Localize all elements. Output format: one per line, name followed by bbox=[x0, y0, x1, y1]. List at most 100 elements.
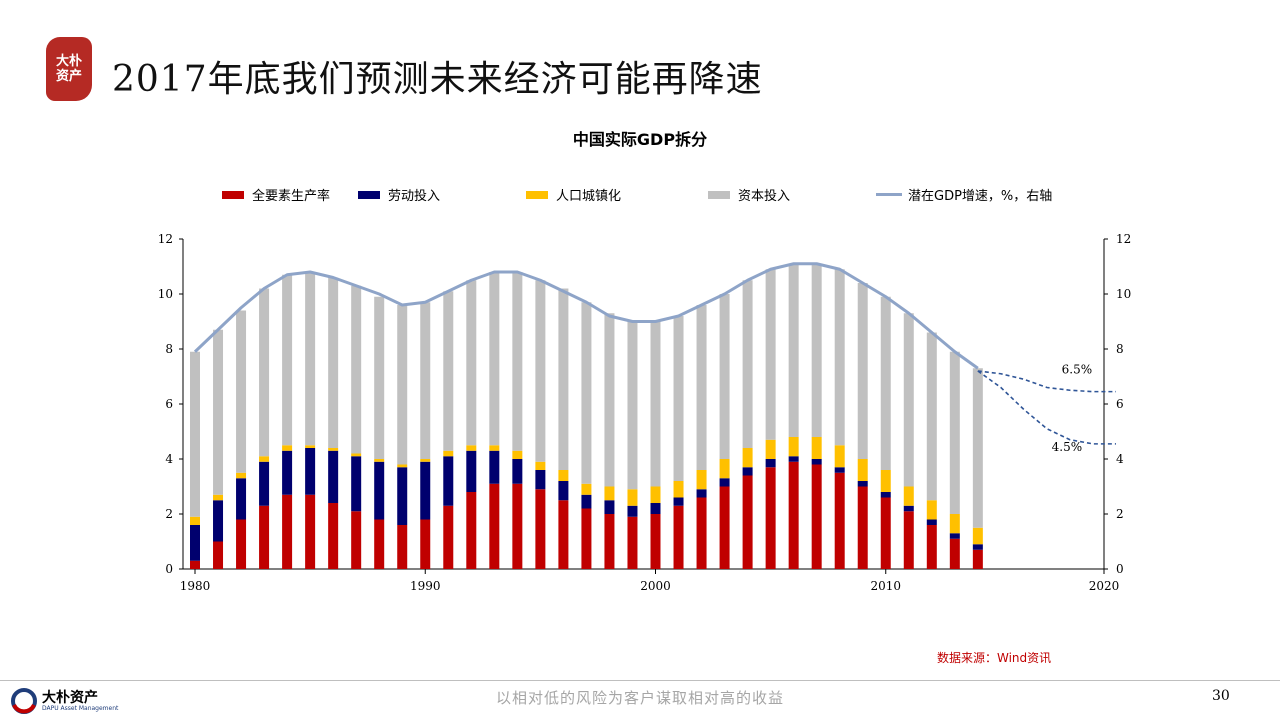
forecast-line-1 bbox=[977, 370, 1116, 393]
bar-tfp-1998 bbox=[604, 514, 615, 569]
x-tick-label: 2020 bbox=[1089, 579, 1120, 593]
bar-tfp-2006 bbox=[788, 461, 799, 569]
y-tick-label-right: 10 bbox=[1116, 287, 1131, 301]
bar-capital-1997 bbox=[581, 302, 592, 484]
bar-tfp-2003 bbox=[719, 486, 730, 569]
bar-urban-1983 bbox=[259, 456, 270, 462]
footer-company-name: 大朴资产 bbox=[42, 690, 98, 706]
bar-capital-1982 bbox=[236, 310, 247, 473]
bar-labor-1984 bbox=[282, 450, 293, 495]
bar-capital-2014 bbox=[972, 368, 983, 528]
legend-line-potential bbox=[876, 193, 902, 196]
bar-urban-2000 bbox=[650, 486, 661, 503]
bar-urban-1993 bbox=[489, 445, 500, 451]
bar-labor-2012 bbox=[926, 519, 937, 525]
y-tick-label-left: 10 bbox=[158, 287, 173, 301]
bar-tfp-1980 bbox=[190, 560, 200, 569]
bar-urban-2014 bbox=[972, 527, 983, 545]
bar-capital-2010 bbox=[880, 296, 891, 470]
bar-tfp-1989 bbox=[397, 525, 408, 569]
bar-labor-1987 bbox=[351, 456, 362, 512]
bar-urban-2004 bbox=[742, 448, 753, 468]
y-tick-label-left: 8 bbox=[165, 342, 173, 356]
bar-capital-1981 bbox=[213, 329, 224, 495]
bar-labor-2009 bbox=[857, 481, 868, 487]
bar-capital-1989 bbox=[397, 305, 408, 465]
bar-capital-2012 bbox=[926, 332, 937, 501]
bar-labor-2014 bbox=[972, 544, 983, 550]
bar-tfp-1997 bbox=[581, 508, 592, 569]
bar-tfp-1983 bbox=[259, 505, 270, 569]
bar-capital-2013 bbox=[949, 351, 960, 514]
bar-labor-2008 bbox=[834, 467, 845, 473]
bar-capital-2002 bbox=[696, 305, 707, 470]
bar-labor-1988 bbox=[374, 461, 385, 520]
bar-urban-1987 bbox=[351, 453, 362, 457]
bar-capital-2005 bbox=[765, 269, 776, 440]
company-logo-seal: 大朴 资产 bbox=[46, 37, 92, 101]
legend-swatch-capital bbox=[708, 190, 730, 199]
bar-urban-2009 bbox=[857, 459, 868, 481]
bar-capital-1999 bbox=[627, 321, 638, 490]
bar-capital-2000 bbox=[650, 321, 661, 487]
x-tick-label: 1980 bbox=[180, 579, 211, 593]
bar-tfp-1986 bbox=[328, 503, 339, 569]
bar-urban-1992 bbox=[466, 445, 477, 451]
bar-tfp-2013 bbox=[949, 538, 960, 569]
y-tick-label-right: 6 bbox=[1116, 397, 1124, 411]
x-tick-label: 1990 bbox=[410, 579, 441, 593]
y-tick-label-left: 0 bbox=[165, 562, 173, 576]
y-tick-label-right: 2 bbox=[1116, 507, 1124, 521]
bar-tfp-2007 bbox=[811, 464, 822, 569]
bar-capital-1990 bbox=[420, 302, 431, 459]
legend-label-labor: 劳动投入 bbox=[388, 189, 441, 204]
bar-labor-2010 bbox=[880, 492, 891, 498]
logo-text-bottom: 资产 bbox=[55, 69, 82, 84]
y-tick-label-left: 2 bbox=[165, 507, 173, 521]
bar-urban-2003 bbox=[719, 459, 730, 479]
y-tick-label-left: 4 bbox=[165, 452, 173, 466]
bar-labor-1983 bbox=[259, 461, 270, 506]
bar-labor-1995 bbox=[535, 470, 546, 490]
legend-label-capital: 资本投入 bbox=[738, 189, 791, 204]
legend-label-urban: 人口城镇化 bbox=[556, 189, 622, 204]
bar-tfp-2005 bbox=[765, 467, 776, 569]
bar-urban-1999 bbox=[627, 489, 638, 506]
bar-labor-1980 bbox=[190, 525, 200, 561]
bar-capital-2011 bbox=[903, 313, 914, 487]
y-tick-label-right: 4 bbox=[1116, 452, 1124, 466]
bar-labor-1997 bbox=[581, 494, 592, 509]
bar-capital-1983 bbox=[259, 288, 270, 457]
page-number: 30 bbox=[1212, 688, 1230, 704]
bar-urban-1982 bbox=[236, 472, 247, 479]
bar-labor-1986 bbox=[328, 450, 339, 503]
bar-labor-2013 bbox=[949, 533, 960, 539]
bar-urban-2001 bbox=[673, 481, 684, 498]
x-tick-label: 2000 bbox=[640, 579, 671, 593]
bar-capital-1985 bbox=[305, 272, 316, 446]
bar-tfp-2002 bbox=[696, 497, 707, 569]
y-tick-label-right: 8 bbox=[1116, 342, 1124, 356]
y-tick-label-right: 0 bbox=[1116, 562, 1124, 576]
bar-capital-1991 bbox=[443, 291, 454, 451]
bar-capital-1992 bbox=[466, 280, 477, 446]
bar-capital-1996 bbox=[558, 288, 569, 470]
chart-lines: 6.5% 4.5% bbox=[193, 262, 1116, 454]
data-source-note: 数据来源：Wind资讯 bbox=[937, 651, 1052, 665]
bar-tfp-1982 bbox=[236, 519, 247, 569]
bar-capital-1987 bbox=[351, 285, 362, 454]
bar-labor-1981 bbox=[213, 500, 224, 542]
bar-labor-1992 bbox=[466, 450, 477, 492]
bar-urban-2007 bbox=[811, 437, 822, 459]
legend-item-potential: 潜在GDP增速，%，右轴 bbox=[876, 185, 1052, 204]
bar-labor-1999 bbox=[627, 505, 638, 517]
bar-labor-1991 bbox=[443, 456, 454, 506]
footer-slogan: 以相对低的风险为客户谋取相对高的收益 bbox=[495, 689, 784, 707]
bar-tfp-2000 bbox=[650, 514, 661, 569]
bar-labor-1993 bbox=[489, 450, 500, 484]
bar-tfp-2014 bbox=[972, 549, 983, 569]
legend-item-capital: 资本投入 bbox=[708, 185, 790, 204]
bar-urban-2008 bbox=[834, 445, 845, 468]
bar-tfp-1991 bbox=[443, 505, 454, 569]
chart-legend: 全要素生产率 劳动投入 人口城镇化 资本投入 潜在GDP增速，%，右轴 bbox=[222, 185, 1122, 205]
